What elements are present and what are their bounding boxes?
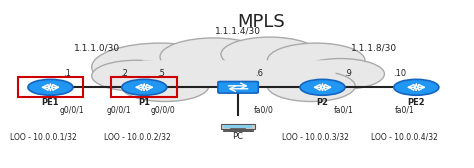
Circle shape <box>122 79 167 95</box>
Text: LOO - 10.0.0.1/32: LOO - 10.0.0.1/32 <box>10 132 77 141</box>
Text: LOO - 10.0.0.2/32: LOO - 10.0.0.2/32 <box>104 132 171 141</box>
Text: LOO - 10.0.0.3/32: LOO - 10.0.0.3/32 <box>282 132 349 141</box>
Circle shape <box>221 37 319 71</box>
Circle shape <box>300 79 345 95</box>
Text: .10: .10 <box>393 69 407 78</box>
Text: P1: P1 <box>138 98 150 107</box>
FancyBboxPatch shape <box>223 130 253 131</box>
Text: fa0/1: fa0/1 <box>395 106 414 115</box>
Circle shape <box>28 79 73 95</box>
Text: .2: .2 <box>120 69 128 78</box>
Text: g0/0/1: g0/0/1 <box>59 106 84 115</box>
Text: PE1: PE1 <box>42 98 59 107</box>
Text: .5: .5 <box>157 69 164 78</box>
Text: MPLS: MPLS <box>237 13 285 31</box>
FancyBboxPatch shape <box>221 124 255 129</box>
Text: .9: .9 <box>345 69 352 78</box>
Text: PC: PC <box>233 132 244 141</box>
Text: PE2: PE2 <box>408 98 425 107</box>
Text: g0/0/1: g0/0/1 <box>106 106 131 115</box>
FancyBboxPatch shape <box>218 81 258 93</box>
Circle shape <box>267 71 355 101</box>
FancyBboxPatch shape <box>225 124 252 128</box>
Circle shape <box>121 71 209 101</box>
Circle shape <box>92 60 180 91</box>
Text: fa0/1: fa0/1 <box>334 106 354 115</box>
Circle shape <box>92 43 228 91</box>
Text: g0/0/0: g0/0/0 <box>151 106 175 115</box>
FancyBboxPatch shape <box>141 60 336 88</box>
Text: P2: P2 <box>317 98 328 107</box>
Text: 1.1.1.8/30: 1.1.1.8/30 <box>351 43 397 52</box>
Circle shape <box>267 43 365 77</box>
Text: .6: .6 <box>255 69 263 78</box>
Text: fa0/0: fa0/0 <box>254 106 274 115</box>
Text: .1: .1 <box>63 69 71 78</box>
Circle shape <box>160 38 267 76</box>
Circle shape <box>297 59 384 90</box>
Text: 1.1.1.4/30: 1.1.1.4/30 <box>215 27 261 36</box>
Text: LOO - 10.0.0.4/32: LOO - 10.0.0.4/32 <box>371 132 438 141</box>
Circle shape <box>394 79 439 95</box>
Text: 1.1.1.0/30: 1.1.1.0/30 <box>74 43 120 52</box>
